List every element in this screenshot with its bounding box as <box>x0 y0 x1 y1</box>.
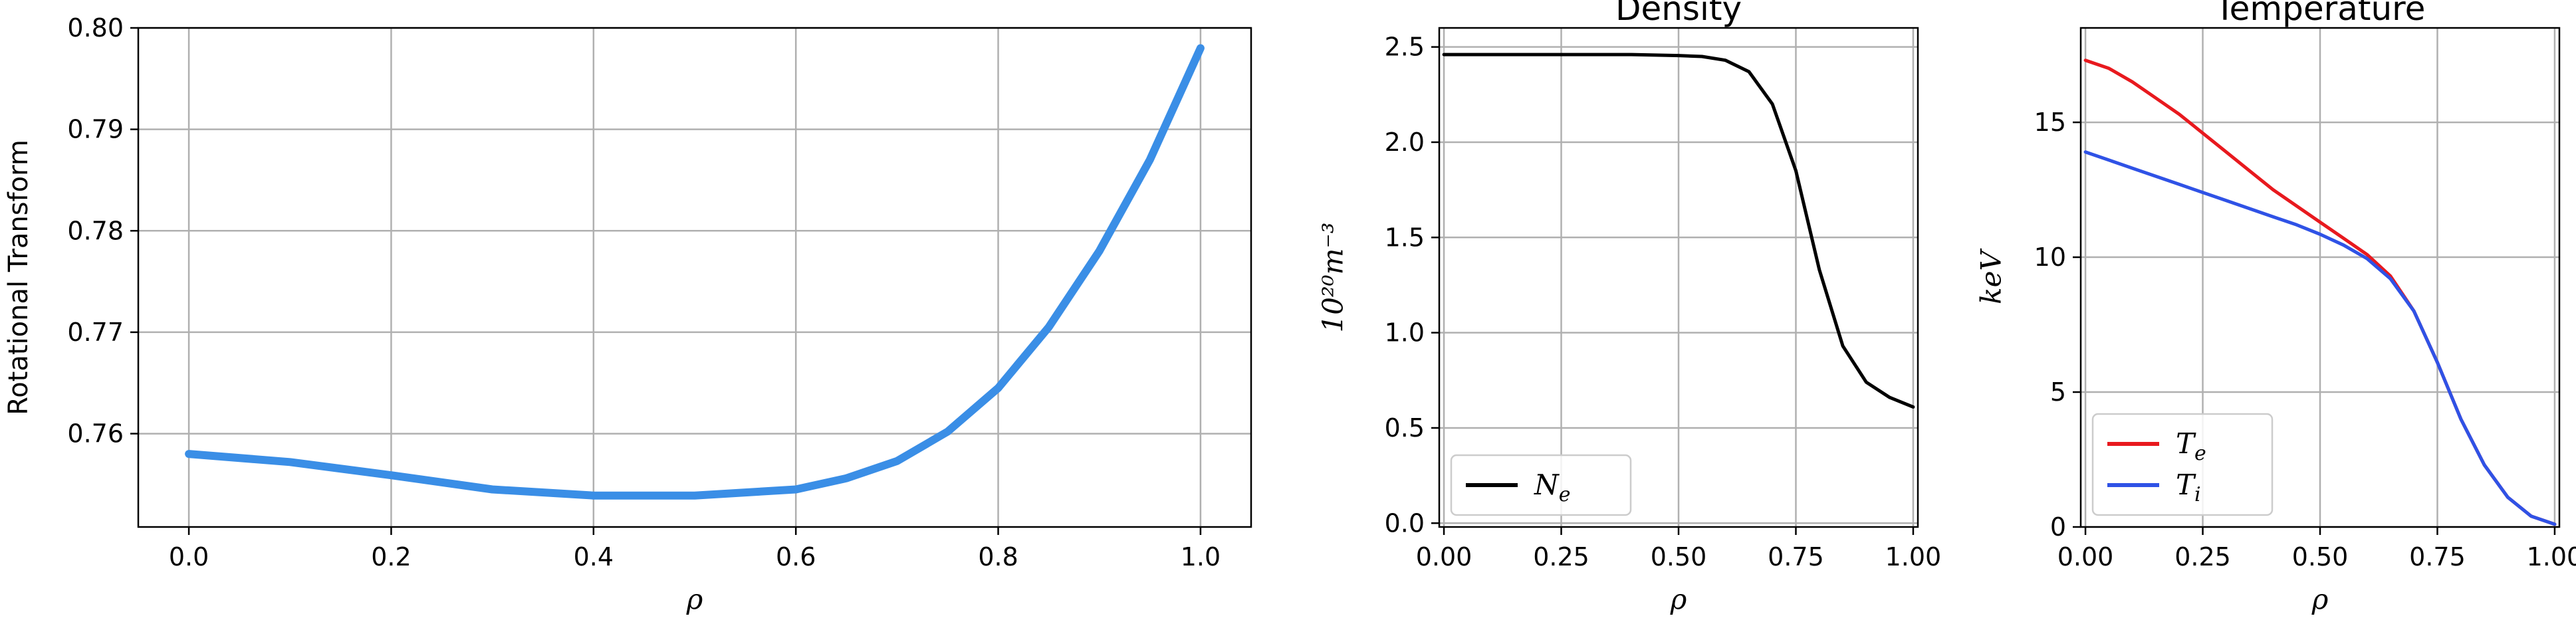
x-tick-label: 0.0 <box>169 542 209 571</box>
x-tick-label: 0.50 <box>1651 542 1707 571</box>
y-axis-label: Rotational Transform <box>3 140 34 415</box>
legend: Ne <box>1450 454 1632 516</box>
axes-frame <box>137 27 1252 528</box>
y-tick-label: 5 <box>2050 377 2066 407</box>
chart-title: Density <box>1615 0 1742 28</box>
x-tick-label: 0.2 <box>371 542 411 571</box>
y-tick-label: 0.77 <box>67 318 124 347</box>
y-tick-label: 0.79 <box>67 115 124 144</box>
series-line-2-1 <box>2083 150 2557 526</box>
y-tick-label: 1.5 <box>1385 223 1425 252</box>
series-line-1-0 <box>1442 52 1915 409</box>
x-tick-label: 1.00 <box>1885 542 1942 571</box>
x-tick-label: 1.00 <box>2527 542 2576 571</box>
x-tick-label: 0.50 <box>2292 542 2349 571</box>
legend-label: Ne <box>1534 468 1571 506</box>
x-tick-label: 0.6 <box>776 542 816 571</box>
y-tick-label: 0.0 <box>1385 508 1425 538</box>
y-tick-label: 15 <box>2034 108 2066 137</box>
x-tick-label: 1.0 <box>1181 542 1221 571</box>
y-axis-label: keV <box>1975 249 2008 304</box>
x-tick-label: 0.75 <box>2409 542 2466 571</box>
y-tick-label: 0.76 <box>67 419 124 449</box>
legend-box <box>2091 413 2274 516</box>
legend-box <box>1450 454 1632 516</box>
x-axis-label: ρ <box>1670 583 1687 615</box>
y-tick-label: 0.5 <box>1385 413 1425 443</box>
y-tick-label: 0.78 <box>67 216 124 245</box>
rotational-transform-plot: 0.0 0.2 0.4 0.6 0.8 1.0 0.76 0.77 0.78 0.79 0.80 ρ R… <box>3 13 1252 615</box>
chart-title: Temperature <box>2214 0 2426 28</box>
y-tick-label: 0 <box>2050 512 2066 542</box>
x-tick-label: 0.75 <box>1768 542 1824 571</box>
x-tick-label: 0.4 <box>574 542 614 571</box>
y-tick-label: 2.0 <box>1385 128 1425 157</box>
y-tick-label: 0.80 <box>67 13 124 43</box>
y-tick-label: 1.0 <box>1385 318 1425 348</box>
x-axis-label: ρ <box>686 583 703 615</box>
x-tick-label: 0.00 <box>1416 542 1472 571</box>
x-tick-label: 0.00 <box>2057 542 2114 571</box>
y-tick-label: 2.5 <box>1385 33 1425 62</box>
temperature-plot: 0.00 0.25 0.50 0.75 1.00 0 5 10 15 ρ keV Temperatur… <box>1975 0 2576 615</box>
legend-label: Ti <box>2176 468 2201 506</box>
x-tick-label: 0.25 <box>2174 542 2231 571</box>
y-tick-label: 10 <box>2034 243 2066 272</box>
y-axis-label: 10²⁰m⁻³ <box>1317 223 1349 333</box>
density-plot: 0.00 0.25 0.50 0.75 1.00 0.0 0.5 1.0 1.5 2.0 2.5 ρ 1… <box>1317 0 1942 615</box>
x-tick-label: 0.8 <box>978 542 1018 571</box>
series-line-0-0 <box>185 44 1205 500</box>
x-tick-label: 0.25 <box>1533 542 1589 571</box>
x-axis-label: ρ <box>2311 583 2329 615</box>
legend-label: Te <box>2176 427 2206 465</box>
